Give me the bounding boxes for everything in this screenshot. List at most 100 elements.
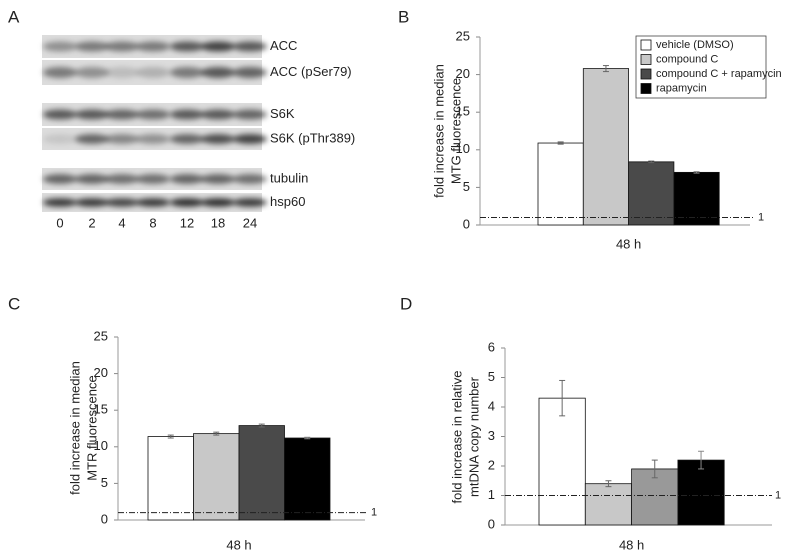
- blot-band: [43, 67, 77, 78]
- panel-letter: B: [398, 7, 409, 26]
- blot-band: [170, 109, 204, 120]
- bar: [538, 397, 586, 526]
- y-tick-label: 4: [488, 398, 495, 413]
- legend-label: compound C: [656, 53, 718, 65]
- blot-band: [43, 198, 77, 207]
- blot-band: [201, 67, 235, 78]
- blot-band: [136, 67, 170, 78]
- legend-box: [635, 35, 767, 99]
- blot-row-label: ACC (pSer79): [270, 64, 352, 79]
- reference-label: 1: [758, 211, 764, 223]
- bar: [147, 436, 194, 521]
- legend-label: rapamycin: [656, 82, 707, 94]
- blot-bands: [43, 134, 267, 144]
- blot-band: [170, 67, 204, 78]
- blot-band: [75, 109, 109, 120]
- blot-band: [136, 134, 170, 144]
- error-bar: [605, 480, 612, 488]
- y-axis-title: fold increase in median: [67, 361, 82, 495]
- y-tick-label: 2: [488, 457, 495, 472]
- blot-bands: [43, 41, 267, 52]
- bar: [582, 68, 629, 226]
- x-tick-label: 48 h: [616, 236, 641, 251]
- blot-bands: [43, 174, 267, 184]
- blot-band: [201, 109, 235, 120]
- y-axis-title: fold increase in median: [431, 64, 446, 198]
- error-bar: [648, 160, 655, 164]
- blot-lane-label: 2: [88, 215, 95, 230]
- error-bar: [698, 450, 705, 470]
- y-axis-title: MTR fluorescence: [84, 375, 99, 480]
- error-bar: [693, 171, 700, 174]
- blot-band: [75, 174, 109, 184]
- error-bar: [559, 379, 566, 417]
- blot-bands: [43, 67, 267, 78]
- blot-band: [105, 41, 139, 52]
- legend-swatch: [640, 39, 652, 51]
- bar: [677, 459, 725, 526]
- error-bar: [304, 436, 311, 440]
- blot-band: [201, 198, 235, 207]
- y-tick-label: 10: [456, 141, 470, 156]
- legend-swatch: [640, 83, 652, 94]
- bar: [193, 433, 240, 521]
- error-bar: [602, 65, 609, 73]
- blot-band: [43, 174, 77, 184]
- panel-letter: D: [400, 294, 412, 313]
- error-bar: [213, 431, 220, 436]
- blot-row-label: hsp60: [270, 194, 305, 209]
- x-tick-label: 48 h: [226, 537, 251, 552]
- blot-band: [201, 134, 235, 144]
- blot-band: [75, 41, 109, 52]
- bar: [631, 468, 679, 526]
- blot-row-label: ACC: [270, 38, 297, 53]
- blot-band: [170, 174, 204, 184]
- bar: [628, 161, 675, 226]
- legend-label: vehicle (DMSO): [656, 39, 734, 51]
- blot-band: [136, 198, 170, 207]
- blot-row-label: S6K (pThr389): [270, 130, 355, 145]
- blot-band: [43, 41, 77, 52]
- reference-label: 1: [775, 489, 781, 501]
- blot-band: [105, 109, 139, 120]
- legend-swatch: [640, 68, 652, 80]
- blot-band: [170, 41, 204, 52]
- blot-band: [136, 41, 170, 52]
- blot-bands: [43, 109, 267, 120]
- y-tick-label: 25: [456, 28, 470, 43]
- blot-band: [136, 109, 170, 120]
- blot-lane-label: 24: [243, 215, 257, 230]
- blot-band: [233, 198, 267, 207]
- reference-label: 1: [371, 507, 377, 519]
- blot-lane-label: 4: [118, 215, 125, 230]
- y-tick-label: 1: [488, 487, 495, 502]
- y-tick-label: 5: [488, 369, 495, 384]
- bar: [537, 142, 584, 226]
- blot-band: [201, 41, 235, 52]
- panel-letter: A: [8, 7, 20, 26]
- blot-bands: [43, 198, 267, 207]
- blot-band: [105, 174, 139, 184]
- y-axis-title: mtDNA copy number: [466, 376, 481, 497]
- blot-band: [233, 67, 267, 78]
- y-tick-label: 20: [94, 365, 108, 380]
- y-tick-label: 25: [94, 328, 108, 343]
- bar: [238, 425, 285, 521]
- blot-band: [75, 198, 109, 207]
- blot-lane-label: 0: [56, 215, 63, 230]
- y-tick-label: 5: [101, 475, 108, 490]
- blot-band: [105, 67, 139, 78]
- y-tick-label: 6: [488, 339, 495, 354]
- y-axis-title: MTG fluorescence: [448, 78, 463, 184]
- y-axis-title: fold increase in relative: [449, 371, 464, 504]
- blot-band: [233, 109, 267, 120]
- blot-band: [201, 174, 235, 184]
- blot-band: [105, 134, 139, 144]
- error-bar: [167, 434, 174, 439]
- blot-band: [43, 134, 77, 144]
- error-bar: [557, 141, 564, 145]
- blot-row-label: S6K: [270, 106, 295, 121]
- blot-band: [75, 67, 109, 78]
- y-tick-label: 0: [488, 516, 495, 531]
